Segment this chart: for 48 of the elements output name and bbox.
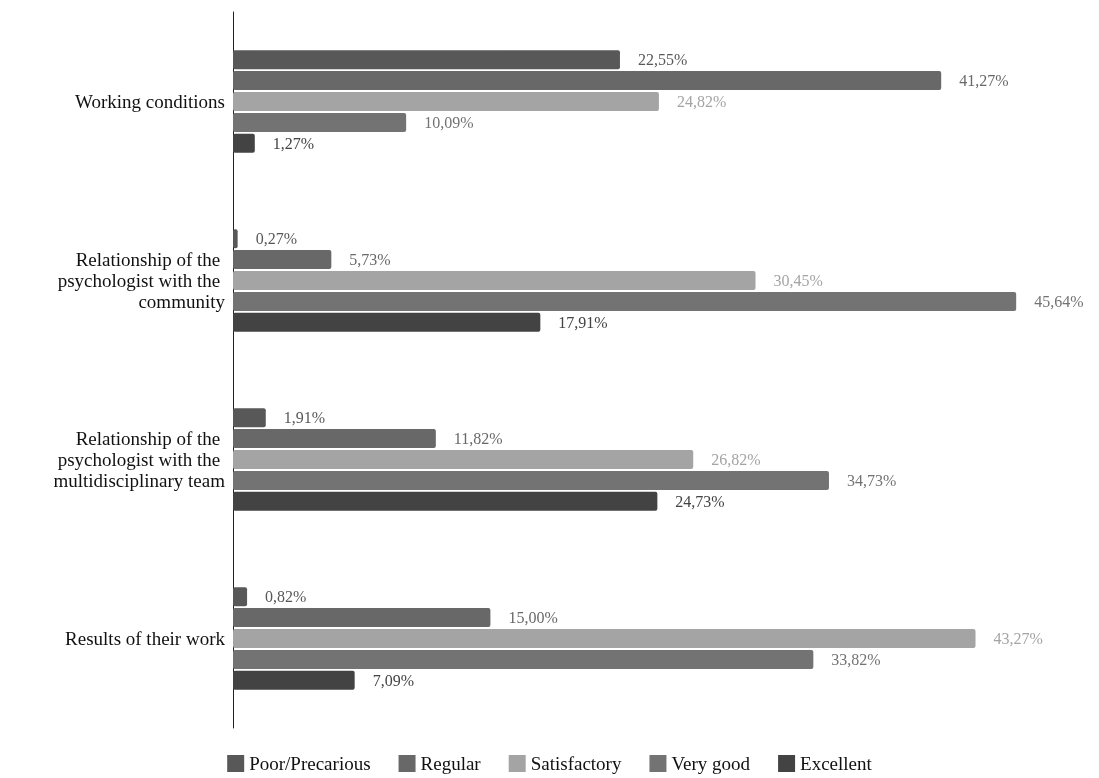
data-label: 0,82% [265,588,307,606]
data-label: 41,27% [959,72,1009,90]
data-label: 11,82% [453,430,503,448]
bar [233,450,694,469]
data-label: 1,91% [283,409,326,427]
bar [233,291,1017,311]
y-tick-label: Working conditions [75,91,225,112]
legend-label: Poor/Precarious [249,753,371,774]
bar [233,408,266,428]
data-label: 7,09% [372,671,414,689]
data-label: 0,27% [255,230,297,248]
y-tick-label: Relationship of the psychologist with the community [57,249,226,312]
bar [233,271,756,290]
data-label: 45,64% [1034,292,1084,310]
legend-label: Very good [671,753,751,774]
data-label: 43,27% [993,630,1043,647]
data-label: 1,27% [272,134,315,152]
data-label: 22,55% [637,51,688,69]
bar [233,470,829,490]
data-label: 30,45% [773,272,823,289]
bar [233,429,436,449]
data-label: 24,82% [676,93,727,110]
data-label: 5,73% [349,251,391,269]
bar [233,92,659,111]
bar [233,670,355,690]
bar [233,112,407,132]
bar [233,629,976,648]
y-tick-label: Results of their work [65,628,226,649]
data-label: 26,82% [711,451,761,468]
bar [233,587,248,607]
y-tick-label: Relationship of the psychologist with the multidisciplinary team [53,428,226,491]
data-label: 33,82% [831,650,881,668]
data-label: 15,00% [508,609,558,627]
bar [233,50,620,70]
data-label: 24,73% [675,492,725,510]
bar [233,608,491,628]
data-label: 10,09% [424,113,474,131]
bar [233,71,942,91]
bar [233,133,255,153]
bar [233,312,541,332]
data-label: 34,73% [846,471,897,489]
bar [233,649,814,669]
bar [233,250,332,270]
legend-label: Excellent [800,753,873,774]
legend-label: Regular [420,753,482,774]
bar [233,491,658,511]
legend-label: Satisfactory [530,753,622,774]
data-label: 17,91% [558,313,608,331]
